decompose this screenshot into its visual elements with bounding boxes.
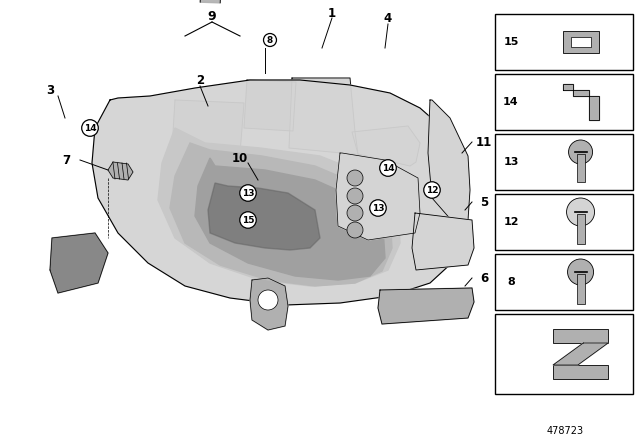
Bar (495, 134, 633, 190)
Text: 13: 13 (242, 189, 254, 198)
Bar (563, 31, 598, 53)
Text: 2: 2 (196, 73, 204, 86)
Text: 4: 4 (384, 12, 392, 25)
Polygon shape (250, 278, 288, 330)
Text: 1: 1 (328, 7, 336, 20)
Text: 8: 8 (267, 35, 273, 44)
Bar (495, 254, 633, 310)
Text: 14: 14 (84, 124, 96, 133)
Text: 10: 10 (232, 151, 248, 164)
Polygon shape (108, 162, 133, 180)
Circle shape (568, 259, 593, 285)
Polygon shape (200, 0, 411, 3)
Text: 13: 13 (372, 203, 384, 212)
Bar (495, 314, 633, 394)
Text: 6: 6 (480, 271, 488, 284)
Text: 11: 11 (476, 135, 492, 148)
Text: 12: 12 (503, 217, 519, 227)
Text: 13: 13 (503, 157, 518, 167)
Polygon shape (170, 143, 392, 286)
Circle shape (258, 290, 278, 310)
Bar (495, 74, 633, 130)
Circle shape (347, 205, 363, 221)
Bar (577, 274, 584, 304)
Polygon shape (412, 213, 474, 270)
Polygon shape (553, 343, 608, 365)
Polygon shape (195, 158, 385, 280)
Text: 8: 8 (507, 277, 515, 287)
Polygon shape (208, 183, 320, 250)
Circle shape (347, 188, 363, 204)
Bar (577, 154, 584, 182)
Bar (553, 365, 608, 379)
Text: 15: 15 (242, 215, 254, 224)
Circle shape (347, 170, 363, 186)
Text: 9: 9 (208, 9, 216, 22)
Polygon shape (158, 128, 400, 286)
Circle shape (568, 140, 593, 164)
Bar (553, 329, 608, 343)
Polygon shape (92, 80, 468, 305)
Text: 5: 5 (480, 195, 488, 208)
Text: 15: 15 (503, 37, 518, 47)
Bar (495, 194, 633, 250)
Polygon shape (336, 153, 420, 240)
Polygon shape (563, 84, 598, 120)
Polygon shape (172, 100, 244, 153)
Text: 12: 12 (426, 185, 438, 194)
Polygon shape (428, 100, 470, 230)
Polygon shape (352, 126, 420, 166)
Polygon shape (378, 288, 474, 324)
Polygon shape (244, 80, 296, 131)
Polygon shape (50, 233, 108, 293)
Bar (571, 37, 591, 47)
Text: 478723: 478723 (547, 426, 584, 436)
Text: 14: 14 (503, 97, 519, 107)
Polygon shape (289, 78, 358, 154)
Text: 3: 3 (46, 83, 54, 96)
Circle shape (347, 222, 363, 238)
Text: 7: 7 (62, 154, 70, 167)
Bar (577, 214, 584, 244)
Circle shape (566, 198, 595, 226)
Bar (495, 14, 633, 70)
Text: 14: 14 (381, 164, 394, 172)
